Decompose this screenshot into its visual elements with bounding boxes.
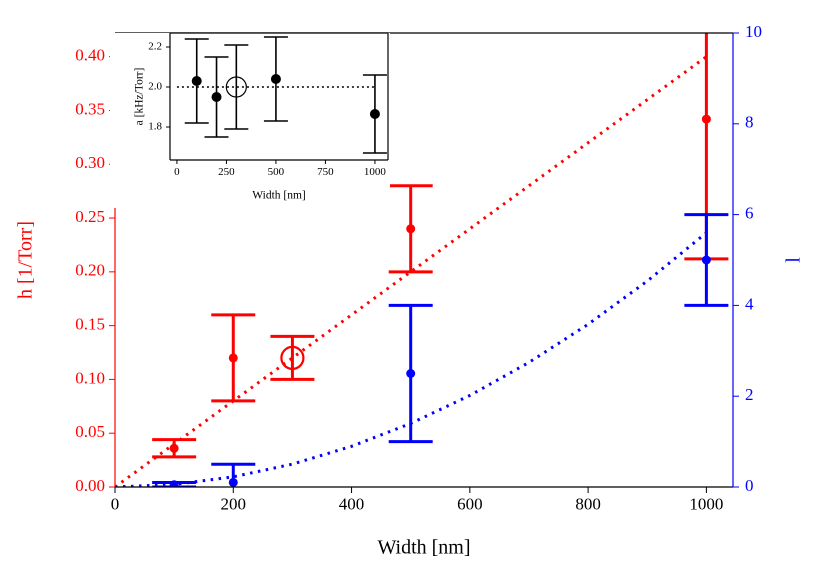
x-tick-label: 200 (221, 495, 247, 514)
plot-area (176, 36, 387, 154)
data-point (228, 353, 238, 363)
data-point (701, 255, 711, 265)
y2-tick-label: 10 (745, 22, 762, 41)
data-point (701, 114, 711, 124)
y-tick-label: 0.00 (75, 476, 105, 495)
data-point (169, 443, 179, 453)
x-tick-label: 1000 (364, 166, 387, 178)
x-axis-title: Width [nm] (377, 537, 470, 559)
x-tick-label: 600 (457, 495, 483, 514)
y-tick-label: 0.15 (75, 315, 105, 334)
y2-axis-title: l (783, 257, 805, 263)
data-point (406, 369, 416, 378)
inset-background (110, 33, 390, 208)
y-tick-label: 2.0 (148, 81, 162, 93)
panel: 0 250 500 750 1000 1.8 2.0 2.2 Width [nm] a [kHz/… (110, 32, 390, 208)
y2-tick-label: 2 (745, 385, 754, 404)
y-tick-label: 0.30 (75, 153, 105, 172)
y-tick-label: 0.25 (75, 207, 105, 226)
x-tick-label: 800 (575, 495, 601, 514)
data-point (406, 224, 416, 234)
data-point (270, 74, 281, 84)
y2-tick-label: 8 (745, 113, 754, 132)
y-tick-label: 0.35 (75, 99, 105, 118)
x-tick-label: 1000 (689, 495, 723, 514)
x-tick-label: 250 (218, 166, 235, 178)
data-point (169, 480, 179, 487)
x-tick-label: 750 (317, 166, 334, 178)
y-tick-label: 1.8 (148, 121, 162, 133)
data-point (225, 76, 247, 98)
x-tick-label: 500 (268, 166, 285, 178)
data-point (211, 92, 222, 102)
y-axis-title: h [1/Torr] (15, 221, 37, 299)
x-tick-label: 0 (111, 495, 120, 514)
y-tick-label: 0.05 (75, 422, 105, 441)
data-point (228, 477, 238, 487)
x-tick-label: 400 (339, 495, 365, 514)
fit-line (115, 55, 708, 487)
plot-area (115, 33, 729, 487)
y-axis-title: a [kHz/Torr] (134, 68, 146, 126)
data-point (280, 345, 305, 371)
x-axis-title: Width [nm] (252, 190, 306, 202)
x-tick-label: 0 (174, 166, 180, 178)
y2-tick-label: 0 (745, 476, 754, 495)
data-point (369, 109, 380, 119)
y-tick-label: 0.40 (75, 46, 105, 65)
y2-tick-label: 4 (745, 294, 754, 313)
data-point (191, 76, 202, 86)
y2-tick-label: 6 (745, 204, 754, 223)
y-tick-label: 0.20 (75, 261, 105, 280)
y-tick-label: 0.10 (75, 368, 105, 387)
panel: 0 200 400 600 800 10000.000.050.100.150.200.2… (15, 22, 805, 559)
y-tick-label: 2.2 (148, 41, 162, 53)
